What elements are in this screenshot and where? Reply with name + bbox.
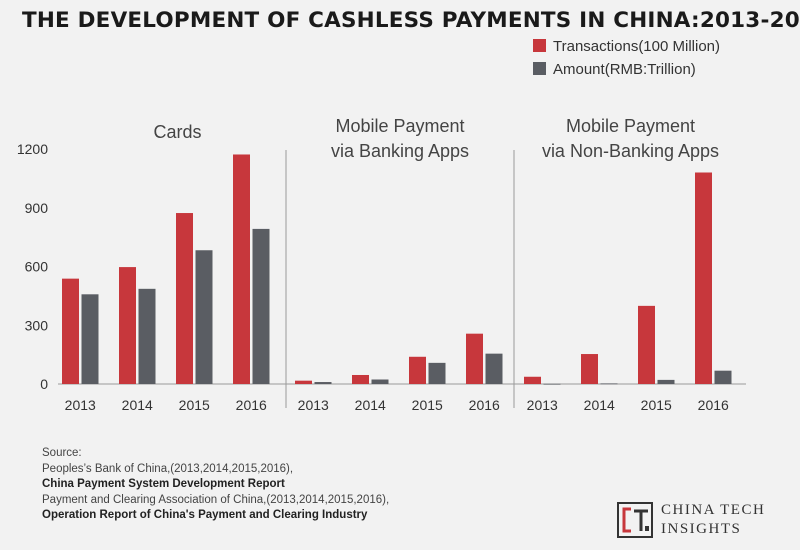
x-tick-label: 2014 xyxy=(122,397,153,413)
bar-transactions xyxy=(233,154,250,384)
logo-mark-icon xyxy=(617,502,653,538)
x-tick-label: 2013 xyxy=(298,397,329,413)
logo-text-line-2: INSIGHTS xyxy=(661,521,742,537)
bar-amount xyxy=(657,379,675,384)
legend-label: Transactions(100 Million) xyxy=(553,38,720,55)
x-tick-label: 2015 xyxy=(179,397,210,413)
y-tick-label: 1200 xyxy=(17,141,48,157)
legend-swatch-transactions xyxy=(533,39,546,52)
bar-transactions xyxy=(409,356,426,384)
source-line-2: China Payment System Development Report xyxy=(42,478,285,491)
x-tick-label: 2014 xyxy=(584,397,615,413)
bar-transactions xyxy=(62,278,79,384)
bar-transactions xyxy=(119,267,136,384)
panel-label: Mobile Payment xyxy=(335,116,464,136)
bar-amount xyxy=(600,383,618,385)
legend-swatch-amount xyxy=(533,62,546,75)
bar-amount xyxy=(485,353,503,384)
bar-amount xyxy=(138,288,156,384)
y-tick-label: 600 xyxy=(25,259,49,275)
bar-transactions xyxy=(638,305,655,384)
bar-transactions xyxy=(581,354,598,384)
bar-transactions xyxy=(176,213,193,384)
y-tick-label: 300 xyxy=(25,317,49,333)
chart-title: THE DEVELOPMENT OF CASHLESS PAYMENTS IN … xyxy=(22,8,800,33)
source-block: Source: Peoples’s Bank of China,(2013,20… xyxy=(42,446,562,524)
panel-label: via Non-Banking Apps xyxy=(542,141,719,161)
x-tick-label: 2013 xyxy=(527,397,558,413)
source-line-3: Payment and Clearing Association of Chin… xyxy=(42,493,390,506)
brand-logo: CHINA TECH INSIGHTS xyxy=(617,500,787,542)
logo-text-line-1: CHINA TECH xyxy=(661,502,766,518)
bar-amount xyxy=(428,362,446,384)
x-tick-label: 2014 xyxy=(355,397,386,413)
x-tick-label: 2016 xyxy=(698,397,729,413)
legend-label: Amount(RMB:Trillion) xyxy=(553,61,696,78)
x-tick-label: 2013 xyxy=(65,397,96,413)
y-tick-label: 0 xyxy=(40,376,48,392)
bar-amount xyxy=(195,250,213,384)
bar-transactions xyxy=(466,333,483,384)
panel-label: Cards xyxy=(153,122,201,142)
bar-transactions xyxy=(295,380,312,384)
source-line-4: Operation Report of China's Payment and … xyxy=(42,509,368,522)
bar-transactions xyxy=(352,374,369,384)
source-heading: Source: xyxy=(42,447,82,459)
panel-label: via Banking Apps xyxy=(331,141,469,161)
bar-amount xyxy=(543,383,561,385)
bar-transactions xyxy=(695,172,712,384)
x-tick-label: 2015 xyxy=(412,397,443,413)
bar-amount xyxy=(714,370,732,384)
bar-transactions xyxy=(524,376,541,384)
x-tick-label: 2016 xyxy=(236,397,267,413)
bar-amount xyxy=(252,228,270,384)
x-tick-label: 2015 xyxy=(641,397,672,413)
chart-area: 0 300 600 900 1200 Cards 2013 2014 2015 2016 Mobil… xyxy=(17,38,746,413)
panel-label: Mobile Payment xyxy=(566,116,695,136)
bar-amount xyxy=(371,379,389,384)
bar-amount xyxy=(81,294,99,384)
bar-amount xyxy=(314,382,332,384)
source-line-1: Peoples’s Bank of China,(2013,2014,2015,… xyxy=(42,462,294,475)
y-tick-label: 900 xyxy=(25,200,49,216)
x-tick-label: 2016 xyxy=(469,397,500,413)
